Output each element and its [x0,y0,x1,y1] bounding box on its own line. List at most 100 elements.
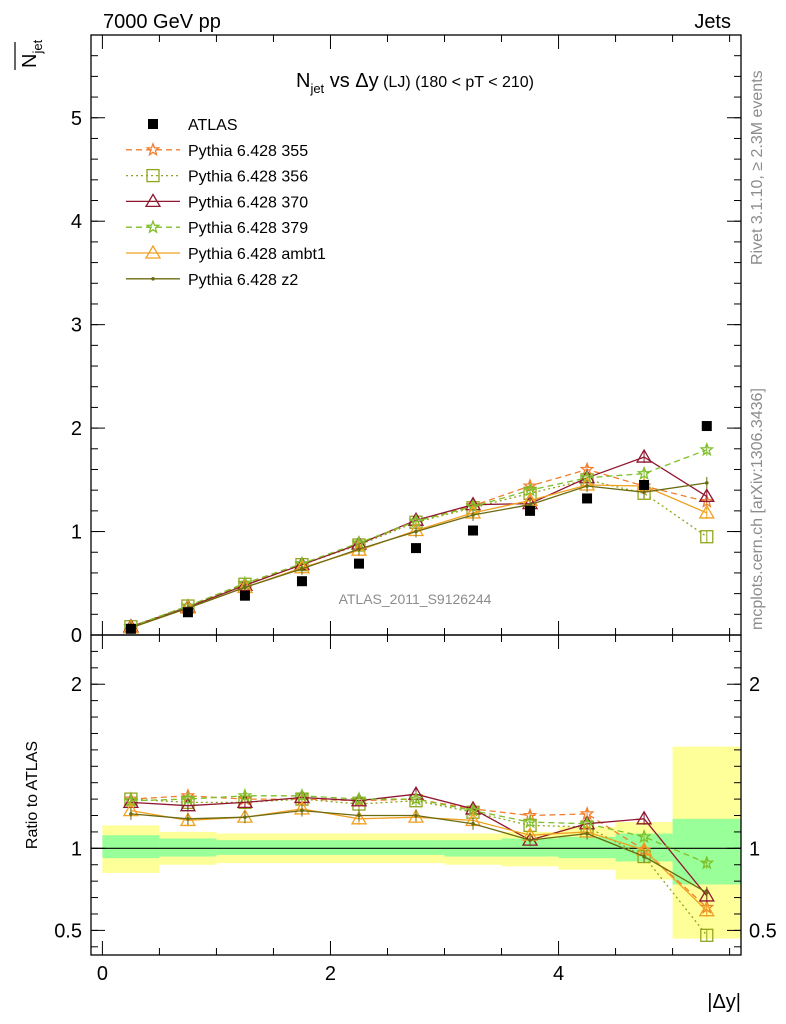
ratio-y-tick-label: 2 [71,674,82,696]
legend: ATLAS Pythia 6.428 355 Pythia 6.428 356 Pyt… [126,117,326,289]
main-point-atlas [468,525,479,536]
main-y-tick-label: 4 [71,211,82,233]
y-label-sub: jet [30,39,45,54]
legend-item-atlas: ATLAS [148,117,238,134]
main-series-p356 [124,473,714,634]
main-series-z2 [129,476,709,634]
legend-item-z2: Pythia 6.428 z2 [126,272,298,289]
main-point-atlas [296,576,307,587]
main-point-ambt1 [698,504,715,519]
main-y-tick-label: 2 [71,418,82,440]
main-point-atlas [353,558,364,569]
main-y-tick-label: 0 [71,625,82,647]
ratio-point-z2 [471,821,475,826]
legend-label-p379: Pythia 6.428 379 [188,220,308,237]
main-point-z2 [585,484,589,488]
ratio-y-tick-label-right: 1 [749,838,760,860]
legend-marker-atlas [148,119,158,129]
main-point-z2 [642,490,646,495]
ratio-point-p379 [351,791,367,806]
main-series-ambt1 [122,476,715,634]
legend-label-p355: Pythia 6.428 355 [188,143,308,160]
legend-item-ambt1: Pythia 6.428 ambt1 [126,244,326,263]
x-tick-label: 4 [553,963,564,985]
ratio-point-p370 [698,887,715,902]
y-axis-label-top: Njet [14,39,45,70]
main-point-z2 [357,547,361,551]
main-point-atlas [411,543,421,554]
main-point-p355 [699,493,715,508]
x-axis-label: |Δy| [707,991,741,1013]
main-point-z2 [471,513,475,517]
legend-label-p356: Pythia 6.428 356 [188,169,308,186]
main-point-p356 [700,530,714,544]
ratio-point-p379 [522,814,538,829]
main-point-ambt1 [350,541,368,556]
ratio-point-p379 [408,791,424,806]
analysis-watermark: ATLAS_2011_S9126244 [339,591,492,607]
main-point-p379 [636,465,652,481]
ratio-y-tick-label: 1 [71,838,82,860]
ratio-band-inner [159,838,217,857]
ratio-plot-panel: 0 2 4 0.5 0.5 1 1 2 2 Ratio to ATLAS [24,634,777,985]
main-point-z2 [243,585,247,590]
y-label-n: N [19,54,41,68]
ratio-point-z2 [642,854,646,859]
ratio-y-tick-label-right: 0.5 [749,920,777,942]
ratio-point-z2 [186,816,190,821]
legend-label-z2: Pythia 6.428 z2 [188,272,298,289]
main-series-atlas [125,421,712,634]
main-point-p379 [699,441,715,457]
ratio-band-inner [501,838,559,857]
ratio-band-inner [216,840,274,855]
ratio-y-tick-label-right: 2 [749,674,760,696]
main-point-atlas [125,623,136,634]
ratio-point-p379 [636,828,652,844]
svg-text:Njet: Njet [19,39,45,68]
ratio-point-ambt1 [698,902,715,917]
ratio-point-z2 [704,890,709,895]
x-tick-label: 0 [97,963,108,985]
main-point-z2 [300,566,304,571]
ratio-point-p379 [294,787,310,803]
main-plot-panel: Njet vs Δy (LJ) (180 < pT < 210) ATLAS_2… [71,34,742,647]
ratio-point-ambt1 [179,812,197,827]
ratio-point-z2 [528,838,532,842]
ratio-point-z2 [300,808,304,813]
plot-title: Njet vs Δy (LJ) (180 < pT < 210) [296,70,534,96]
main-y-tick-label: 1 [71,522,82,544]
ratio-point-z2 [414,813,418,818]
legend-item-p356: Pythia 6.428 356 [126,169,308,186]
ratio-point-z2 [585,831,589,836]
ratio-point-z2 [357,813,361,818]
ratio-band-inner [330,840,388,855]
ratio-frame [90,634,742,956]
legend-marker-z2 [151,277,155,281]
legend-marker-p370 [144,193,162,208]
ratio-point-p356 [700,928,714,942]
main-point-p370 [698,488,715,503]
main-point-atlas [701,421,712,432]
legend-item-p355: Pythia 6.428 355 [126,141,308,160]
mcplots-text: mcplots.cern.ch [arXiv:1306.3436] [749,388,766,630]
main-point-atlas [639,480,650,490]
rivet-version-text: Rivet 3.1.10, ≥ 2.3M events [749,70,766,265]
header-left: 7000 GeV pp [103,11,221,33]
ratio-band-inner [387,840,445,855]
main-point-z2 [704,481,709,485]
main-y-tick-label: 3 [71,315,82,337]
legend-item-p370: Pythia 6.428 370 [126,193,308,211]
legend-marker-ambt1 [144,244,162,259]
main-point-atlas [525,505,536,516]
y-axis-label-ratio: Ratio to ATLAS [24,741,41,849]
ratio-band-inner [558,836,616,859]
ratio-y-tick-label: 0.5 [54,920,82,942]
legend-marker-p379 [145,219,161,234]
ratio-band-inner [273,840,331,855]
ratio-point-p379 [699,855,715,870]
legend-marker-p356 [146,168,160,183]
ratio-band-inner [102,835,160,859]
legend-label-atlas: ATLAS [188,117,238,134]
ratio-point-z2 [129,812,133,816]
